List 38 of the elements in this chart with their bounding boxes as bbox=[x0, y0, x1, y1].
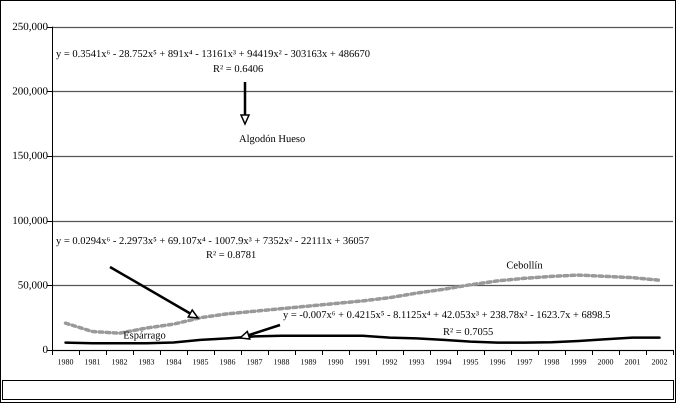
x-tick-label: 1984 bbox=[166, 358, 182, 366]
x-tick-label: 1998 bbox=[544, 358, 560, 366]
x-tick-label: 1985 bbox=[192, 358, 208, 366]
x-tick-label: 1987 bbox=[246, 358, 262, 366]
annotation: y = 0.0294x⁶ - 2.2973x⁵ + 69.107x⁴ - 1007.9x³ + 7352x² - 22111x + 36057 bbox=[56, 236, 370, 247]
x-tick-label: 2002 bbox=[652, 358, 668, 366]
x-tick-label: 1996 bbox=[490, 358, 506, 366]
x-tick-label: 1993 bbox=[408, 358, 424, 366]
x-tick-label: 1981 bbox=[84, 358, 100, 366]
y-tick-label: 200,000 bbox=[12, 86, 48, 98]
y-tick-label: 50,000 bbox=[18, 279, 48, 292]
x-tick-label: 1980 bbox=[58, 358, 74, 366]
x-tick-label: 1992 bbox=[382, 358, 398, 366]
y-tick-label: 250,000 bbox=[12, 21, 48, 33]
x-tick-label: 1988 bbox=[274, 358, 290, 366]
annotation: Algodón Hueso bbox=[239, 134, 306, 145]
series-label: Espárrago bbox=[123, 330, 166, 342]
annotation: R² = 0.6406 bbox=[213, 64, 264, 75]
x-tick-label: 2001 bbox=[624, 358, 640, 366]
annotation: R² = 0.8781 bbox=[206, 250, 256, 261]
x-tick-label: 1986 bbox=[220, 358, 236, 366]
x-tick-label: 2000 bbox=[598, 358, 614, 366]
y-tick-label: 150,000 bbox=[12, 150, 48, 162]
x-tick-label: 1989 bbox=[300, 358, 316, 366]
y-tick-label: 100,000 bbox=[12, 214, 48, 227]
y-tick-label: 0 bbox=[42, 344, 48, 356]
x-tick-label: 1999 bbox=[570, 358, 586, 366]
x-tick-label: 1997 bbox=[516, 358, 532, 366]
x-tick-label: 1983 bbox=[138, 358, 154, 366]
x-tick-label: 1990 bbox=[328, 358, 344, 366]
x-tick-label: 1991 bbox=[354, 358, 370, 366]
x-tick-label: 1982 bbox=[112, 358, 128, 366]
x-tick-label: 1994 bbox=[436, 358, 452, 366]
x-tick-label: 1995 bbox=[462, 358, 478, 366]
series-label: Cebollín bbox=[506, 260, 544, 272]
annotation: R² = 0.7055 bbox=[443, 327, 494, 338]
annotation: y = -0.007x⁶ + 0.4215x⁵ - 8.1125x⁴ + 42.053x³ + 238.78x² - 1623.7x + 6898.5 bbox=[283, 310, 610, 321]
annotation: y = 0.3541x⁶ - 28.752x⁵ + 891x⁴ - 13161x³ + 94419x² - 303163x + 486670 bbox=[56, 49, 370, 60]
